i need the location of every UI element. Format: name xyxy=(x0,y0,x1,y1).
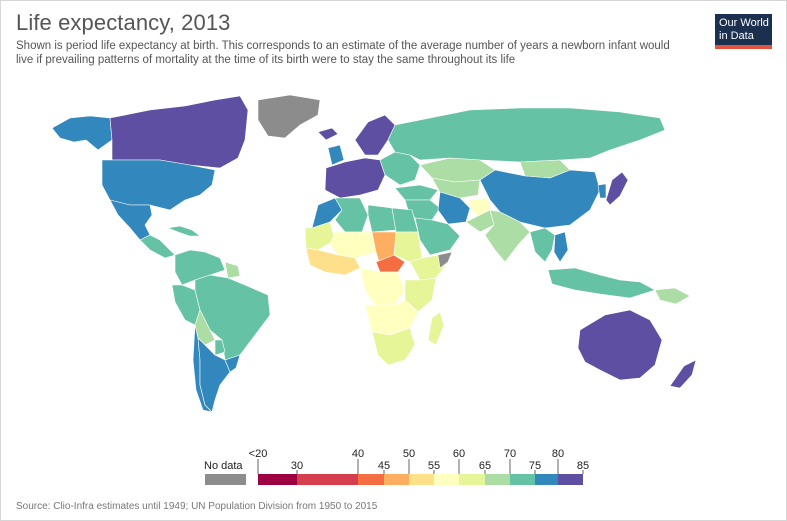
page-title: Life expectancy, 2013 xyxy=(16,10,231,35)
region-somalia[interactable] xyxy=(437,251,453,269)
region-southern-africa[interactable] xyxy=(371,327,416,366)
region-canada[interactable] xyxy=(109,95,249,169)
region-japan[interactable] xyxy=(605,171,629,206)
region-alaska[interactable] xyxy=(51,115,113,151)
logo-accent-bar xyxy=(715,45,772,49)
page-subtitle: Shown is period life expectancy at birth… xyxy=(16,40,670,66)
region-greenland[interactable] xyxy=(257,94,321,139)
region-western-europe[interactable] xyxy=(324,157,386,199)
region-madagascar[interactable] xyxy=(427,311,445,346)
region-iceland[interactable] xyxy=(317,127,339,141)
region-central-african-republic[interactable] xyxy=(375,254,406,273)
region-indonesia[interactable] xyxy=(547,267,656,299)
region-colombia-venezuela[interactable] xyxy=(174,249,226,286)
region-caribbean[interactable] xyxy=(167,225,201,237)
region-korea[interactable] xyxy=(597,183,607,199)
region-papua-new-guinea[interactable] xyxy=(654,287,691,305)
logo-line-1: Our World xyxy=(719,17,769,29)
region-dr-congo[interactable] xyxy=(359,267,406,306)
legend-no-data-label: No data xyxy=(204,460,243,472)
region-uk-ireland[interactable] xyxy=(327,144,345,166)
region-paraguay[interactable] xyxy=(214,339,226,356)
region-vietnam[interactable] xyxy=(553,231,569,263)
region-saudi-arabia[interactable] xyxy=(414,217,461,256)
region-southeast-asia[interactable] xyxy=(529,227,556,263)
world-map[interactable] xyxy=(0,80,787,460)
region-mali-niger[interactable] xyxy=(329,231,377,259)
region-morocco[interactable] xyxy=(311,197,343,229)
region-mexico[interactable] xyxy=(109,199,153,241)
region-libya[interactable] xyxy=(367,204,397,233)
region-australia[interactable] xyxy=(577,309,663,381)
region-algeria[interactable] xyxy=(334,197,369,233)
region-guianas[interactable] xyxy=(224,261,241,279)
owid-logo[interactable]: Our World in Data xyxy=(715,14,772,48)
region-turkey[interactable] xyxy=(394,184,439,201)
source-note: Source: Clio-Infra estimates until 1949;… xyxy=(16,501,378,512)
region-central-america[interactable] xyxy=(139,234,176,259)
region-russia[interactable] xyxy=(387,107,666,163)
logo-line-2: in Data xyxy=(719,30,754,42)
region-india[interactable] xyxy=(484,209,531,263)
region-argentina[interactable] xyxy=(197,337,231,413)
region-scandinavia[interactable] xyxy=(354,114,396,156)
region-uruguay[interactable] xyxy=(224,354,241,373)
legend-no-data-swatch[interactable] xyxy=(205,474,246,485)
region-new-zealand[interactable] xyxy=(669,359,697,389)
